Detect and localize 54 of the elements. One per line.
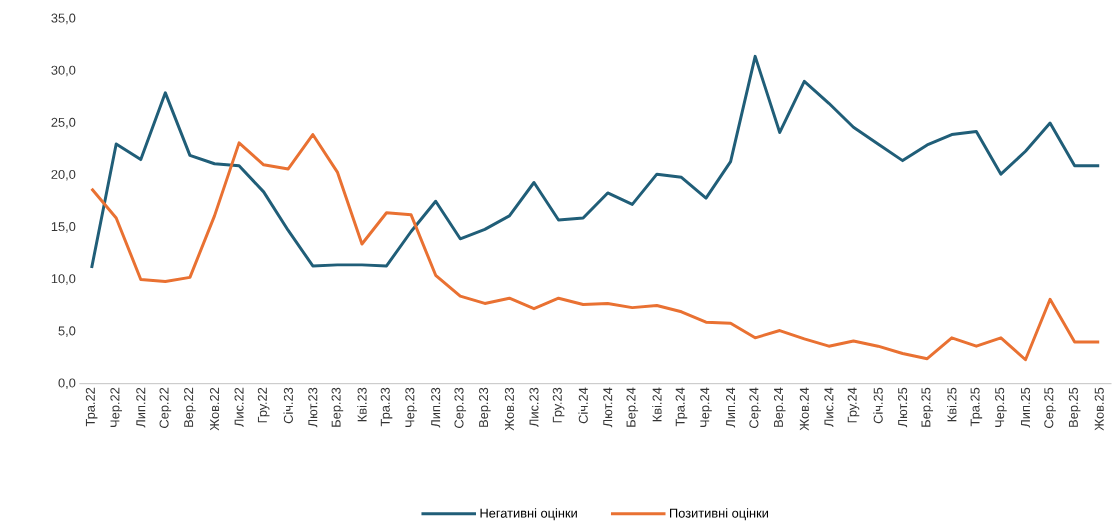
x-tick-label: Лис.22 — [234, 388, 244, 428]
x-tick-label: Жов.22 — [209, 388, 220, 431]
x-tick-label: Чер.25 — [995, 387, 1007, 428]
x-tick-label: Сер.23 — [454, 388, 467, 429]
y-tick-label: 25,0 — [51, 118, 76, 129]
x-tick-label: Тра.22 — [85, 388, 98, 427]
x-tick-label: Бер.24 — [626, 387, 639, 427]
x-tick-label: Кві.23 — [357, 388, 367, 422]
x-tick-label: Лип.24 — [726, 387, 736, 428]
x-tick-label: Бер.25 — [921, 387, 934, 427]
x-tick-label: Лис.24 — [824, 387, 834, 428]
x-tick-label: Жов.24 — [799, 387, 809, 431]
x-tick-label: Лип.23 — [431, 387, 441, 428]
y-tick-label: 30,0 — [51, 65, 76, 77]
x-tick-label: Вер.22 — [184, 388, 196, 428]
x-tick-label: Сер.24 — [749, 387, 761, 429]
x-tick-label: Січ.25 — [873, 387, 883, 424]
x-tick-label: Січ.24 — [578, 387, 588, 424]
x-tick-label: Жов.23 — [504, 388, 514, 431]
x-tick-label: Кві.24 — [652, 387, 662, 422]
y-tick-label: 5,0 — [58, 326, 76, 338]
y-tick-label: 15,0 — [51, 222, 76, 233]
y-tick-label: 10,0 — [51, 274, 76, 285]
x-tick-label: Гру.23 — [552, 387, 565, 423]
x-tick-label: Вер.23 — [479, 388, 491, 428]
y-tick-label: 20,0 — [51, 170, 76, 181]
x-tick-label: Лют.24 — [603, 387, 613, 428]
x-tick-label: Чер.22 — [110, 388, 123, 428]
legend-label: Позитивні оцінки — [670, 508, 768, 521]
x-tick-label: Лис.23 — [529, 388, 539, 428]
y-tick-label: 0,0 — [58, 378, 76, 390]
x-tick-label: Гру.22 — [257, 388, 270, 423]
line-series — [90, 133, 1101, 362]
y-tick-label: 35,0 — [51, 13, 76, 25]
x-tick-label: Сер.25 — [1044, 387, 1056, 429]
x-tick-label: Бер.23 — [331, 388, 344, 427]
x-tick-label: Сер.22 — [159, 388, 172, 429]
x-tick-label: Жов.25 — [1094, 387, 1104, 431]
x-tick-label: Вер.24 — [773, 387, 786, 428]
x-tick-label: Гру.24 — [847, 387, 860, 423]
x-tick-label: Лют.23 — [308, 387, 318, 428]
x-tick-label: Лип.25 — [1020, 387, 1031, 428]
x-tick-label: Чер.24 — [700, 387, 712, 428]
legend-label: Негативні оцінки — [480, 508, 577, 521]
line-series — [90, 55, 1101, 270]
x-tick-label: Тра.24 — [675, 387, 688, 427]
x-tick-label: Січ.23 — [283, 388, 293, 424]
x-tick-label: Тра.25 — [970, 387, 983, 427]
x-tick-label: Кві.25 — [947, 387, 957, 422]
x-tick-label: Тра.23 — [380, 388, 393, 427]
x-tick-label: Чер.23 — [405, 388, 417, 428]
x-tick-label: Лип.22 — [136, 388, 146, 428]
x-tick-label: Лют.25 — [898, 387, 908, 428]
x-tick-label: Вер.25 — [1068, 387, 1081, 428]
